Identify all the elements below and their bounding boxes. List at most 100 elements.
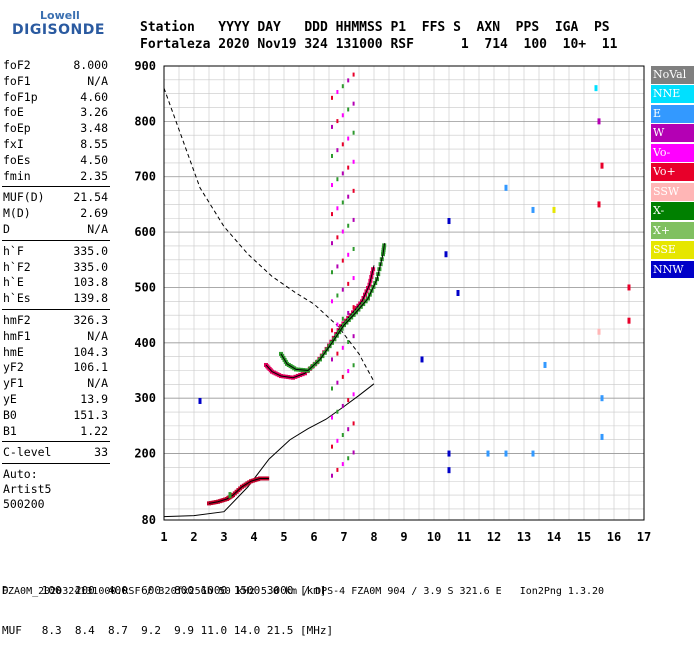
param-row-hf: h`F 335.0 <box>2 244 110 260</box>
auto-line2: Artist5 <box>3 482 52 497</box>
param-value: 4.50 <box>80 152 108 167</box>
param-label: C-level <box>3 445 52 460</box>
x-tick-label: 14 <box>547 530 561 544</box>
param-label: foF1p <box>3 89 38 104</box>
y-tick-label: 700 <box>134 170 156 184</box>
scatter-echo <box>552 206 556 213</box>
spread-echo <box>336 119 339 124</box>
y-tick-label: 400 <box>134 336 156 350</box>
spread-echo <box>352 101 355 106</box>
param-row-b1: B1 1.22 <box>2 424 110 440</box>
spread-echo <box>341 258 344 263</box>
param-value: 3.26 <box>80 105 108 120</box>
spread-echo <box>331 357 333 362</box>
spread-echo <box>352 130 355 135</box>
param-label: foEp <box>3 121 31 136</box>
spread-echo <box>347 456 350 461</box>
param-row-md: M(D) 2.69 <box>2 206 110 222</box>
param-row-foes: foEs 4.50 <box>2 153 110 169</box>
spread-echo <box>352 421 355 426</box>
param-value: N/A <box>87 328 108 343</box>
param-label: hmF1 <box>3 328 31 343</box>
param-row-hmf1: hmF1 N/A <box>2 329 110 345</box>
param-row-hf2: h`F2 335.0 <box>2 260 110 276</box>
param-label: foEs <box>3 152 31 167</box>
param-label: h`E <box>3 275 24 290</box>
spread-echo <box>341 287 344 292</box>
scatter-echo <box>627 317 631 324</box>
spread-echo <box>347 194 350 199</box>
spread-echo <box>336 264 339 269</box>
x-tick-label: 11 <box>457 530 471 544</box>
spread-echo <box>347 281 350 286</box>
spread-echo <box>352 159 355 164</box>
spread-echo <box>331 183 333 188</box>
spread-echo <box>341 345 344 350</box>
legend-item-x: X- <box>651 202 694 220</box>
param-label: yE <box>3 391 17 406</box>
spread-echo <box>352 450 355 455</box>
spread-echo <box>341 142 344 147</box>
param-value: 335.0 <box>73 243 108 258</box>
param-value: 4.60 <box>80 89 108 104</box>
spread-echo <box>336 148 339 153</box>
param-row-b0: B0 151.3 <box>2 408 110 424</box>
spread-echo <box>331 415 333 420</box>
spread-echo <box>336 235 339 240</box>
scatter-echo <box>444 251 448 258</box>
scatter-echo <box>597 201 601 208</box>
param-value: 151.3 <box>73 407 108 422</box>
param-label: h`F2 <box>3 259 31 274</box>
x-tick-label: 8 <box>370 530 377 544</box>
spread-echo <box>331 386 333 391</box>
spread-echo <box>336 380 339 385</box>
spread-echo <box>331 444 333 449</box>
param-label: fxI <box>3 136 24 151</box>
spread-echo <box>336 322 339 327</box>
spread-echo <box>352 392 355 397</box>
x-tick-label: 13 <box>517 530 531 544</box>
scatter-echo <box>531 206 535 213</box>
logo-lowell: Lowell <box>40 9 80 22</box>
param-value: 103.8 <box>73 275 108 290</box>
spread-echo <box>331 212 333 217</box>
x-tick-label: 2 <box>190 530 197 544</box>
spread-echo <box>347 107 350 112</box>
legend: NoVal NNE E W Vo- Vo+ SSW X- X+ SSE NNW <box>651 66 694 280</box>
spread-echo <box>352 188 355 193</box>
param-value: 104.3 <box>73 344 108 359</box>
param-value: 2.35 <box>80 168 108 183</box>
legend-item-ssw: SSW <box>651 182 694 201</box>
scatter-echo <box>597 118 601 125</box>
param-row-hmf2: hmF2 326.3 <box>2 313 110 329</box>
legend-item-vo: Vo- <box>651 143 694 162</box>
param-row-fof1p: foF1p 4.60 <box>2 90 110 106</box>
x-tick-label: 4 <box>250 530 257 544</box>
legend-item-noval: NoVal <box>651 66 694 84</box>
spread-echo <box>347 252 350 257</box>
plot-frame <box>163 65 645 521</box>
param-value: 335.0 <box>73 259 108 274</box>
scatter-echo <box>531 450 535 457</box>
scatter-echo <box>600 162 604 169</box>
true-height-profile-line <box>163 383 375 518</box>
header-row-2: Fortaleza 2020 Nov19 324 131000 RSF 1 71… <box>140 37 618 52</box>
spread-echo <box>331 95 333 100</box>
scatter-echo <box>228 492 232 499</box>
spread-echo <box>341 433 344 438</box>
scatter-echo <box>198 397 202 404</box>
param-row-fof2: foF2 8.000 <box>2 58 110 74</box>
file-info-footer: FZA0M_2020324131000.RSF / 320fx256h 50 k… <box>2 586 605 597</box>
x-tick-label: 6 <box>310 530 317 544</box>
param-row-ye: yE 13.9 <box>2 392 110 408</box>
param-label: yF1 <box>3 376 24 391</box>
param-label: h`F <box>3 243 24 258</box>
param-label: foE <box>3 105 24 120</box>
param-label: hmF2 <box>3 312 31 327</box>
param-value: 326.3 <box>73 312 108 327</box>
spread-echo <box>331 241 333 246</box>
spread-echo <box>341 84 344 89</box>
spread-echo <box>331 270 333 275</box>
spread-echo <box>331 473 333 478</box>
